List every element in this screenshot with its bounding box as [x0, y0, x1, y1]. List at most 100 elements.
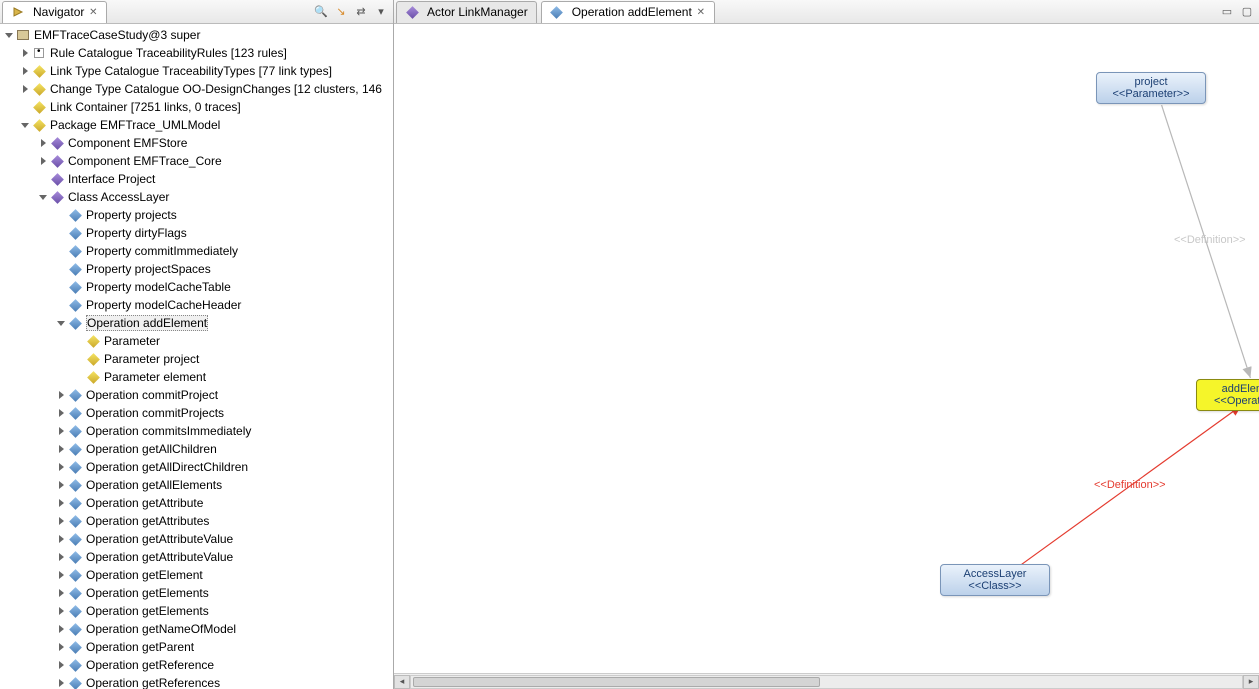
tree-item[interactable]: Operation getAllDirectChildren — [0, 458, 393, 476]
tree-item[interactable]: Link Container [7251 links, 0 traces] — [0, 98, 393, 116]
maximize-icon[interactable]: ▢ — [1239, 4, 1255, 20]
tree-item[interactable]: Property projects — [0, 206, 393, 224]
close-icon[interactable]: ✕ — [696, 7, 706, 17]
tree-item[interactable]: Operation getAttribute — [0, 494, 393, 512]
tree-expander[interactable] — [18, 82, 32, 96]
tree-item[interactable]: Operation getNameOfModel — [0, 620, 393, 638]
tree-item[interactable]: Property dirtyFlags — [0, 224, 393, 242]
editor-tab[interactable]: Actor LinkManager — [396, 1, 537, 23]
scroll-thumb[interactable] — [413, 677, 820, 687]
horizontal-scrollbar[interactable]: ◂ ▸ — [394, 673, 1259, 689]
tree-expander[interactable] — [54, 262, 68, 276]
tree-expander[interactable] — [36, 190, 50, 204]
tree-item[interactable]: Rule Catalogue TraceabilityRules [123 ru… — [0, 44, 393, 62]
tree-expander[interactable] — [54, 658, 68, 672]
tree-item[interactable]: Operation commitProjects — [0, 404, 393, 422]
tree-expander[interactable] — [54, 208, 68, 222]
tree-expander[interactable] — [54, 280, 68, 294]
tree-expander[interactable] — [18, 64, 32, 78]
tree-item[interactable]: Operation getReference — [0, 656, 393, 674]
tree-item-label: Property commitImmediately — [86, 244, 238, 258]
tree-expander[interactable] — [18, 118, 32, 132]
tree-item[interactable]: Operation getAllElements — [0, 476, 393, 494]
tree-item[interactable]: Property commitImmediately — [0, 242, 393, 260]
tree-expander[interactable] — [54, 568, 68, 582]
tree-expander[interactable] — [54, 478, 68, 492]
scroll-right-button[interactable]: ▸ — [1243, 675, 1259, 689]
tree-item[interactable]: Interface Project — [0, 170, 393, 188]
tree-expander[interactable] — [54, 640, 68, 654]
tree-item[interactable]: Operation getElements — [0, 584, 393, 602]
tree-expander[interactable] — [18, 100, 32, 114]
tree-item[interactable]: Operation getAttributeValue — [0, 530, 393, 548]
tree-expander[interactable] — [54, 244, 68, 258]
tree-expander[interactable] — [54, 316, 68, 330]
tab-navigator[interactable]: Navigator ✕ — [2, 1, 107, 23]
collapse-icon[interactable]: ⇄ — [353, 4, 369, 20]
link-icon[interactable]: ↘ — [333, 4, 349, 20]
tree-expander[interactable] — [36, 172, 50, 186]
tree-expander[interactable] — [18, 46, 32, 60]
tree-expander[interactable] — [54, 604, 68, 618]
diagram-node[interactable]: AccessLayer<<Class>> — [940, 564, 1050, 596]
tree-expander[interactable] — [54, 406, 68, 420]
tree-item[interactable]: Operation getAttributes — [0, 512, 393, 530]
tree-item[interactable]: Package EMFTrace_UMLModel — [0, 116, 393, 134]
tree-expander[interactable] — [54, 676, 68, 689]
tree-expander[interactable] — [2, 28, 16, 42]
tree-item[interactable]: Property modelCacheHeader — [0, 296, 393, 314]
tree-item[interactable]: Operation getElement — [0, 566, 393, 584]
tree-item[interactable]: Class AccessLayer — [0, 188, 393, 206]
tree-root[interactable]: EMFTraceCaseStudy@3 super — [0, 26, 393, 44]
tree-item[interactable]: Parameter project — [0, 350, 393, 368]
diagram-node[interactable]: addElement<<Operation>> — [1196, 379, 1259, 411]
tree-item[interactable]: Operation addElement — [0, 314, 393, 332]
tree-item[interactable]: Operation commitsImmediately — [0, 422, 393, 440]
tree-item[interactable]: Operation getParent — [0, 638, 393, 656]
tree-item[interactable]: Parameter element — [0, 368, 393, 386]
editor-tab[interactable]: Operation addElement✕ — [541, 1, 715, 23]
tree-expander[interactable] — [54, 532, 68, 546]
diagram-node[interactable]: project<<Parameter>> — [1096, 72, 1206, 104]
tree-expander[interactable] — [54, 298, 68, 312]
tree-expander[interactable] — [54, 496, 68, 510]
tree-expander[interactable] — [54, 622, 68, 636]
tree-item[interactable]: Operation commitProject — [0, 386, 393, 404]
tree-item[interactable]: Operation getReferences — [0, 674, 393, 689]
tree-expander[interactable] — [72, 334, 86, 348]
tree-item[interactable]: Property projectSpaces — [0, 260, 393, 278]
tree-item[interactable]: Component EMFTrace_Core — [0, 152, 393, 170]
tree-expander[interactable] — [72, 370, 86, 384]
tree-item[interactable]: Operation getElements — [0, 602, 393, 620]
tree-item[interactable]: Component EMFStore — [0, 134, 393, 152]
tree-item[interactable]: Operation getAllChildren — [0, 440, 393, 458]
tree-expander[interactable] — [54, 424, 68, 438]
tree-item[interactable]: Parameter — [0, 332, 393, 350]
tree-item[interactable]: Link Type Catalogue TraceabilityTypes [7… — [0, 62, 393, 80]
tree-expander[interactable] — [54, 514, 68, 528]
tree-expander[interactable] — [54, 586, 68, 600]
tree-item-label: Operation getAllChildren — [86, 442, 217, 456]
tree-item[interactable]: Property modelCacheTable — [0, 278, 393, 296]
tab-label: Navigator — [33, 5, 84, 19]
tree-expander[interactable] — [54, 226, 68, 240]
tree-expander[interactable] — [36, 154, 50, 168]
navigator-tree[interactable]: EMFTraceCaseStudy@3 superRule Catalogue … — [0, 24, 393, 689]
tree-expander[interactable] — [54, 442, 68, 456]
search-icon[interactable]: 🔍 — [313, 4, 329, 20]
tree-expander[interactable] — [54, 460, 68, 474]
scroll-track[interactable] — [410, 675, 1243, 689]
close-icon[interactable]: ✕ — [88, 7, 98, 17]
tree-expander[interactable] — [36, 136, 50, 150]
diamond-icon — [68, 262, 82, 276]
minimize-icon[interactable]: ▭ — [1219, 4, 1235, 20]
tree-item[interactable]: Change Type Catalogue OO-DesignChanges [… — [0, 80, 393, 98]
tree-expander[interactable] — [72, 352, 86, 366]
menu-icon[interactable]: ▾ — [373, 4, 389, 20]
diamond-icon — [68, 568, 82, 582]
tree-item[interactable]: Operation getAttributeValue — [0, 548, 393, 566]
tree-expander[interactable] — [54, 388, 68, 402]
diagram-canvas[interactable]: project<<Parameter>>element<<Parameter>>… — [394, 24, 1259, 673]
scroll-left-button[interactable]: ◂ — [394, 675, 410, 689]
tree-expander[interactable] — [54, 550, 68, 564]
